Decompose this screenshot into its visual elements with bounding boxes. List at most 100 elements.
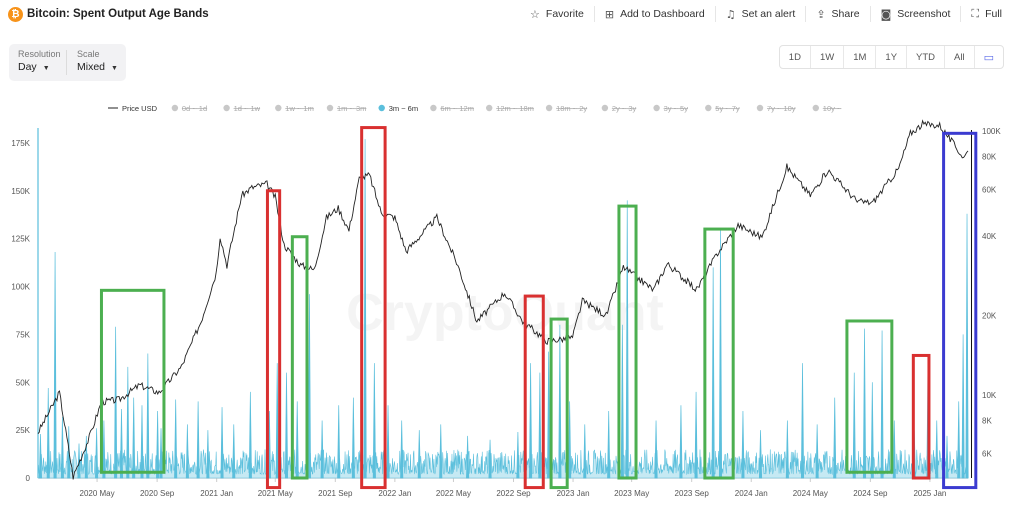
x-tick-label: 2022 May: [436, 489, 471, 498]
band-spike: [466, 435, 470, 479]
band-spike: [718, 229, 723, 479]
star-icon: ☆: [530, 7, 540, 21]
range-all[interactable]: All: [944, 46, 974, 68]
scale-select[interactable]: Scale Mixed ▼: [77, 49, 118, 73]
x-tick-label: 2020 May: [80, 489, 115, 498]
band-spike: [196, 401, 200, 479]
legend-label: 1w ~ 1m: [285, 104, 314, 113]
screenshot-button[interactable]: ◙ Screenshot: [869, 6, 961, 22]
band-spike: [46, 387, 50, 479]
legend-item[interactable]: 3m ~ 6m: [378, 104, 419, 113]
green-highlight-box: [703, 227, 735, 480]
band-spike: [275, 363, 279, 479]
band-spike: [965, 213, 969, 479]
band-spike: [892, 420, 896, 479]
legend-item[interactable]: 1m ~ 3m: [326, 104, 367, 113]
band-spike: [386, 405, 390, 479]
legend-item[interactable]: 0d ~ 1d: [171, 104, 207, 113]
calendar-icon[interactable]: ▭: [973, 46, 1003, 68]
scale-label: Scale: [77, 49, 100, 59]
range-1d[interactable]: 1D: [788, 51, 801, 63]
chart-legend: Price USD 0d ~ 1d 1d ~ 1w 1w ~ 1m 1m ~ 3m 3m …: [108, 104, 842, 113]
y-right-tick-label: 100K: [982, 127, 1001, 136]
legend-item[interactable]: 18m ~ 2y: [545, 104, 588, 113]
band-spike: [337, 405, 341, 479]
add-to-dashboard-button[interactable]: ⊞ Add to Dashboard: [593, 6, 715, 22]
band-spike: [583, 424, 587, 479]
x-tick-label: 2025 Jan: [913, 489, 946, 498]
legend-label: 18m ~ 2y: [556, 104, 587, 113]
y-right-tick-label: 80K: [982, 153, 997, 162]
band-spike: [126, 366, 130, 479]
band-spike: [248, 391, 252, 479]
legend-label: 6m ~ 12m: [440, 104, 474, 113]
chevron-down-icon: ▼: [42, 65, 50, 72]
legend-item[interactable]: 1d ~ 1w: [223, 104, 261, 113]
legend-item[interactable]: 1w ~ 1m: [275, 104, 314, 113]
x-tick-label: 2021 Sep: [318, 489, 353, 498]
share-icon: ⇪: [816, 7, 826, 21]
y-right-tick-label: 40K: [982, 232, 997, 241]
green-highlight-box: [549, 317, 569, 490]
band-spike: [102, 420, 106, 479]
band-spike: [140, 405, 144, 479]
band-spike: [625, 200, 629, 479]
green-highlight-box: [845, 319, 894, 474]
band-spike: [945, 435, 949, 479]
set-an-alert-button[interactable]: ♫ Set an alert: [714, 6, 806, 22]
band-spike: [711, 267, 715, 479]
x-tick-label: 2023 Jan: [557, 489, 590, 498]
band-spike: [60, 416, 64, 479]
range-1w[interactable]: 1W: [809, 46, 843, 68]
band-spike: [488, 439, 492, 479]
scale-value: Mixed: [77, 61, 106, 73]
legend-item[interactable]: 3y ~ 5y: [653, 104, 688, 113]
band-spike: [132, 397, 136, 479]
band-spike: [558, 324, 562, 479]
watermark: CryptoQuant: [346, 284, 664, 342]
band-spike: [174, 399, 178, 479]
red-highlight-box: [911, 353, 931, 480]
legend-item[interactable]: 6m ~ 12m: [430, 104, 474, 113]
band-spike: [95, 428, 99, 479]
range-1y[interactable]: 1Y: [875, 46, 906, 68]
full-button[interactable]: ⛶ Full: [960, 6, 1012, 22]
camera-icon: ◙: [880, 7, 892, 21]
red-highlight-box: [265, 189, 282, 490]
legend-label: 2y ~ 3y: [612, 104, 637, 113]
legend-item[interactable]: 5y ~ 7y: [705, 104, 740, 113]
legend-item[interactable]: 7y ~ 10y: [756, 104, 796, 113]
action-label: Favorite: [545, 8, 584, 20]
band-spike: [758, 430, 763, 479]
favorite-button[interactable]: ☆ Favorite: [520, 6, 594, 22]
action-label: Screenshot: [897, 8, 951, 20]
divider: [66, 50, 67, 75]
band-spike: [295, 401, 299, 479]
range-1m[interactable]: 1M: [843, 46, 875, 68]
legend-label: 3y ~ 5y: [664, 104, 689, 113]
red-highlight-box: [360, 126, 387, 490]
band-spike: [568, 401, 572, 479]
band-spike: [38, 433, 43, 479]
y-left-tick-label: 150K: [11, 187, 30, 196]
x-tick-label: 2024 Sep: [853, 489, 888, 498]
legend-dot-marker: [756, 104, 764, 112]
legend-item[interactable]: Price USD: [108, 104, 158, 113]
band-spike: [679, 405, 683, 479]
blue-highlight-box: [942, 131, 978, 490]
x-tick-label: 2020 Sep: [140, 489, 175, 498]
band-spike: [156, 410, 160, 479]
legend-dot-marker: [601, 104, 609, 112]
range-ytd[interactable]: YTD: [906, 46, 944, 68]
legend-label: Price USD: [122, 104, 158, 113]
band-spike: [284, 372, 289, 479]
legend-item[interactable]: 2y ~ 3y: [601, 104, 637, 113]
resolution-select[interactable]: Resolution Day ▼: [18, 49, 61, 73]
band-spike: [529, 363, 533, 479]
resolution-value: Day: [18, 61, 37, 73]
legend-dot-marker: [171, 104, 179, 112]
legend-item[interactable]: 10y ~: [812, 104, 842, 113]
legend-item[interactable]: 12m ~ 18m: [486, 104, 534, 113]
share-button[interactable]: ⇪ Share: [805, 6, 869, 22]
